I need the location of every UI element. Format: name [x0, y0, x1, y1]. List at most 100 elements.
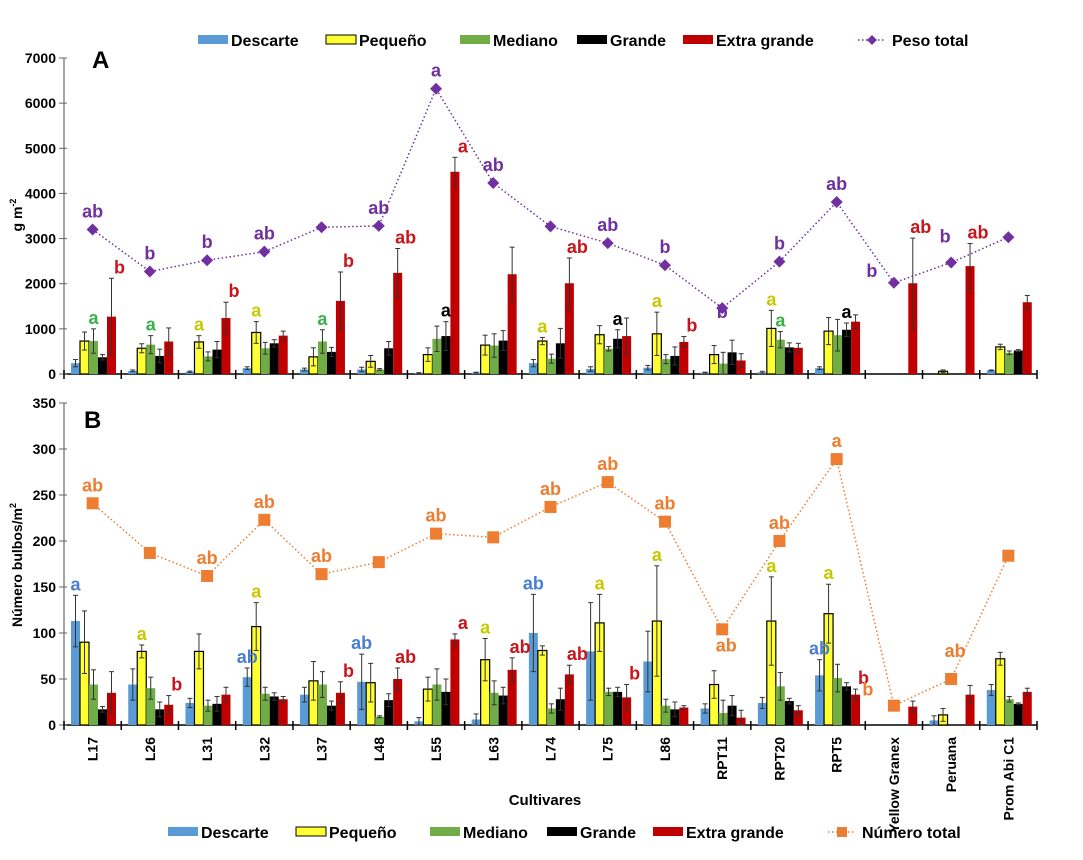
significance-letter: a: [842, 302, 853, 322]
bar-mediano: [1004, 699, 1014, 725]
legend-swatch: [198, 35, 228, 44]
total-marker-square: [887, 699, 900, 712]
bar-descarte: [299, 694, 309, 725]
bar-grande: [269, 343, 279, 374]
significance-letter: a: [88, 308, 99, 328]
x-tick-label: L55: [428, 737, 444, 761]
significance-letter: a: [251, 301, 262, 321]
bar-descarte: [757, 702, 767, 725]
bar-mediano: [260, 348, 270, 374]
total-marker-diamond: [945, 256, 958, 269]
y-tick-label: 2000: [25, 276, 56, 292]
bar-extra-grande: [450, 171, 460, 374]
bar-grande: [784, 701, 794, 725]
significance-letter: a: [766, 556, 777, 576]
total-marker-square: [773, 535, 786, 547]
total-marker-diamond: [372, 219, 385, 232]
bar-mediano: [317, 341, 327, 374]
significance-letter: b: [343, 661, 354, 681]
bar-extra-grande: [450, 639, 460, 725]
bar-extra-grande: [278, 699, 288, 725]
bar-extra-grande: [965, 266, 975, 374]
bar-extra-grande: [1022, 691, 1032, 725]
bar-grande: [441, 336, 451, 374]
significance-letter: a: [458, 136, 469, 156]
total-marker-square: [830, 453, 843, 466]
significance-letter: a: [480, 618, 491, 638]
bar-mediano: [833, 335, 843, 374]
bar-extra-grande: [1022, 302, 1032, 374]
bar-descarte: [815, 675, 825, 725]
bar-descarte: [528, 363, 538, 374]
y-tick-label: 0: [48, 717, 56, 733]
y-tick-label: 5000: [25, 140, 56, 156]
x-tick-label: L74: [543, 737, 559, 761]
significance-letter: ab: [826, 174, 847, 194]
legend-swatch: [430, 827, 460, 836]
x-tick-label: L32: [256, 737, 272, 761]
bar-mediano: [146, 344, 156, 374]
bar-mediano: [604, 691, 614, 725]
significance-letter: ab: [237, 647, 258, 667]
bar-grande: [212, 703, 222, 725]
significance-letter: a: [766, 289, 777, 309]
significance-letter: ab: [368, 198, 389, 218]
y-axis-title-superscript: 2: [8, 503, 18, 508]
significance-letter: a: [458, 613, 469, 633]
x-tick-label: L17: [85, 737, 101, 761]
bar-mediano: [317, 684, 327, 725]
bar-mediano: [489, 692, 499, 725]
significance-letter: ab: [197, 548, 218, 568]
significance-letter: a: [194, 315, 205, 335]
bar-grande: [98, 709, 107, 725]
significance-letter: ab: [510, 637, 531, 657]
y-tick-label: 300: [33, 441, 57, 457]
bar-descarte: [128, 370, 138, 374]
significance-letter: a: [652, 545, 663, 565]
bar-grande: [555, 699, 565, 725]
y-tick-label: 150: [33, 579, 57, 595]
significance-letter: b: [228, 281, 239, 301]
total-marker-diamond: [601, 237, 614, 250]
bar-grande: [842, 329, 852, 374]
bar-extra-grande: [622, 336, 632, 374]
significance-letter: ab: [910, 217, 931, 237]
significance-letter: a: [137, 624, 148, 644]
significance-letter: a: [441, 301, 452, 321]
bar-grande: [384, 348, 394, 374]
x-tick-label: L86: [657, 737, 673, 761]
bar-extra-grande: [564, 283, 574, 374]
bar-descarte: [299, 369, 309, 374]
legend-label: Número total: [862, 825, 961, 842]
legend-label: Pequeño: [359, 33, 427, 50]
significance-letter: b: [114, 257, 125, 277]
total-marker-diamond: [830, 196, 843, 209]
panel-label: B: [84, 407, 101, 434]
x-tick-label: Prom Abi C1: [1000, 737, 1016, 821]
bar-grande: [613, 338, 623, 374]
significance-letter: ab: [395, 228, 416, 248]
total-marker-square: [658, 515, 671, 528]
bar-mediano: [661, 359, 671, 374]
total-marker-diamond: [773, 255, 786, 268]
significance-letter: b: [940, 226, 951, 246]
total-marker-square: [201, 569, 214, 582]
bar-pequeno: [136, 650, 147, 726]
y-tick-label: 4000: [25, 185, 56, 201]
bar-grande: [1013, 703, 1023, 725]
legend-top: Descarte Pequeño Mediano Grande Extra grande…: [198, 33, 968, 50]
bar-mediano: [432, 338, 442, 374]
bar-mediano: [775, 686, 785, 725]
x-tick-label: RPT20: [771, 737, 787, 781]
legend-marker-diamond: [867, 35, 877, 45]
x-tick-label: Yellow Granex: [886, 737, 902, 833]
significance-letter: ab: [351, 633, 372, 653]
bar-extra-grande: [793, 347, 803, 374]
bar-mediano: [260, 693, 270, 725]
significance-letter: a: [775, 311, 786, 331]
significance-letter: b: [629, 664, 640, 684]
significance-letter: a: [613, 309, 624, 329]
x-tick-label: L75: [600, 737, 616, 761]
